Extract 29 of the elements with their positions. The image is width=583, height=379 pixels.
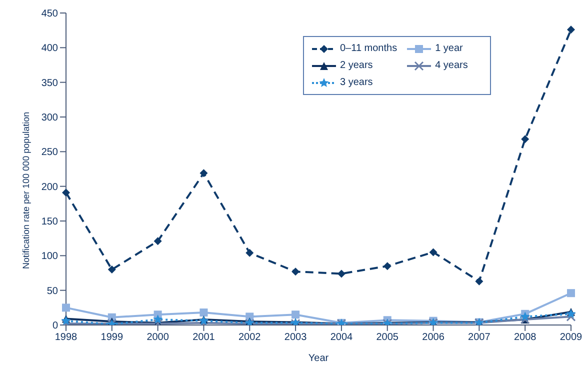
x-tick-label: 2009: [560, 332, 583, 344]
x-tick-label: 2001: [192, 332, 216, 344]
legend-label: 2 years: [340, 60, 373, 71]
x-tick-label: 2005: [376, 332, 399, 344]
y-tick-label: 50: [46, 286, 58, 297]
x-tick-label: 2002: [238, 332, 262, 344]
legend-label: 3 years: [340, 77, 373, 88]
x-tick-label: 2004: [330, 332, 354, 344]
legend-label: 4 years: [435, 60, 468, 71]
y-tick-label: 300: [41, 112, 58, 124]
legend-label: 0–11 months: [340, 43, 398, 54]
y-tick-label: 150: [41, 216, 58, 228]
y-tick-label: 200: [41, 182, 58, 193]
y-axis-title: Notification rate per 100 000 population: [21, 112, 32, 269]
y-tick-label: 100: [41, 251, 58, 262]
x-tick-label: 2000: [146, 332, 170, 344]
y-tick-label: 400: [41, 43, 58, 54]
x-tick-label: 2006: [422, 332, 445, 344]
y-tick-label: 350: [41, 78, 58, 89]
x-tick-label: 2003: [284, 332, 308, 344]
x-axis-title: Year: [308, 353, 330, 364]
x-tick-label: 1999: [100, 332, 124, 344]
y-tick-label: 0: [52, 320, 58, 332]
y-tick-label: 450: [41, 8, 58, 20]
x-tick-label: 2008: [514, 332, 537, 344]
x-tick-label: 2007: [468, 332, 491, 344]
y-tick-label: 250: [41, 147, 58, 158]
x-tick-label: 1998: [54, 332, 78, 344]
legend-label: 1 year: [435, 43, 463, 54]
